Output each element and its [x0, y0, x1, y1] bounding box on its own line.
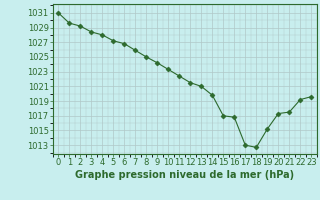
X-axis label: Graphe pression niveau de la mer (hPa): Graphe pression niveau de la mer (hPa): [75, 170, 294, 180]
